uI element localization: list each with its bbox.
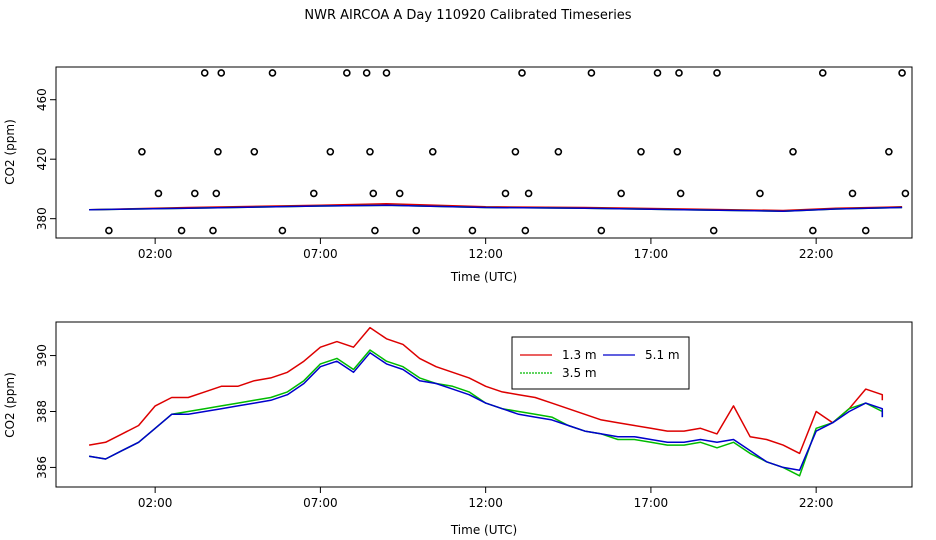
top-scatter-point xyxy=(861,226,870,235)
bottom-y-tick-label: 386 xyxy=(35,456,49,479)
top-scatter-point xyxy=(653,69,662,77)
top-scatter-point xyxy=(898,69,906,77)
top-scatter-point xyxy=(250,147,259,156)
top-scatter-point xyxy=(138,147,146,156)
bottom-panel: 02:00 07:00 12:00 17:00 22:00 386 388 390 Time… xyxy=(3,321,913,537)
top-scatter-point xyxy=(217,69,226,77)
top-scatter-point xyxy=(371,226,379,235)
top-scatter-point xyxy=(885,147,893,156)
top-scatter-point xyxy=(428,147,437,156)
top-scatter-point xyxy=(709,226,718,235)
top-series-5-1-m xyxy=(89,204,903,212)
top-scatter-point xyxy=(617,189,625,198)
top-scatter-point xyxy=(382,69,391,77)
top-scatter-point xyxy=(209,226,217,235)
top-scatter-point xyxy=(637,147,645,156)
bottom-y-axis-label: CO2 (ppm) xyxy=(3,372,17,438)
top-scatter-point xyxy=(848,189,857,198)
bottom-x-axis: 02:00 07:00 12:00 17:00 22:00 xyxy=(138,487,834,510)
bottom-series-lines xyxy=(88,326,884,477)
bottom-y-tick-label: 388 xyxy=(35,400,49,423)
top-x-tick-label: 17:00 xyxy=(634,247,669,261)
bottom-x-tick-label: 22:00 xyxy=(799,496,834,510)
top-plot-frame xyxy=(55,66,913,239)
top-x-tick-label: 22:00 xyxy=(799,247,834,261)
top-y-axis-label: CO2 (ppm) xyxy=(3,119,17,185)
top-panel: 02:00 07:00 12:00 17:00 22:00 380 420 460 Time… xyxy=(3,66,913,284)
top-x-axis: 02:00 07:00 12:00 17:00 22:00 xyxy=(138,238,834,261)
top-scatter-point xyxy=(366,147,374,156)
top-scatter-point xyxy=(412,226,421,235)
top-x-tick-label: 12:00 xyxy=(468,247,503,261)
top-scatter-point xyxy=(177,226,186,235)
top-scatter-points xyxy=(105,69,910,235)
top-scatter-point xyxy=(518,69,526,77)
top-scatter-point xyxy=(756,189,764,198)
top-scatter-point xyxy=(362,69,371,77)
top-scatter-point xyxy=(587,69,596,77)
bottom-series-1-3-m xyxy=(88,326,884,455)
top-scatter-point xyxy=(597,226,606,235)
top-scatter-point xyxy=(524,189,533,198)
top-scatter-point xyxy=(212,189,221,198)
top-scatter-point xyxy=(554,147,563,156)
top-scatter-point xyxy=(214,147,222,156)
legend-box xyxy=(511,336,690,390)
top-scatter-point xyxy=(501,189,510,198)
top-scatter-point xyxy=(278,226,287,235)
top-scatter-point xyxy=(521,226,530,235)
legend-label-3-5m: 3.5 m xyxy=(562,366,597,380)
bottom-plot-frame xyxy=(55,321,913,488)
top-scatter-point xyxy=(818,69,827,77)
top-scatter-point xyxy=(511,147,520,156)
bottom-x-axis-label: Time (UTC) xyxy=(450,523,517,537)
top-scatter-point xyxy=(789,147,797,156)
top-scatter-point xyxy=(191,189,199,198)
top-scatter-point xyxy=(713,69,721,77)
top-x-tick-label: 02:00 xyxy=(138,247,173,261)
bottom-series-5-1-m xyxy=(88,352,884,471)
top-scatter-point xyxy=(326,147,335,156)
top-x-axis-label: Time (UTC) xyxy=(450,270,517,284)
bottom-x-tick-label: 02:00 xyxy=(138,496,173,510)
bottom-y-axis: 386 388 390 xyxy=(35,344,56,479)
top-scatter-point xyxy=(309,189,318,198)
bottom-x-tick-label: 12:00 xyxy=(468,496,503,510)
top-scatter-point xyxy=(343,69,351,77)
top-series-lines xyxy=(89,203,903,212)
bottom-x-tick-label: 17:00 xyxy=(634,496,669,510)
top-scatter-point xyxy=(676,189,685,198)
top-x-tick-label: 07:00 xyxy=(303,247,338,261)
chart-title: NWR AIRCOA A Day 110920 Calibrated Times… xyxy=(304,8,632,23)
top-scatter-point xyxy=(468,226,477,235)
top-scatter-point xyxy=(105,226,113,235)
legend: 1.3 m 5.1 m 3.5 m xyxy=(511,336,690,390)
top-scatter-point xyxy=(809,226,817,235)
top-scatter-point xyxy=(395,189,404,198)
top-y-tick-label: 460 xyxy=(35,88,49,111)
top-scatter-point xyxy=(675,69,683,77)
bottom-series-3-5-m xyxy=(88,349,884,477)
top-scatter-point xyxy=(369,189,378,198)
top-scatter-point xyxy=(154,189,163,198)
top-scatter-point xyxy=(673,147,682,156)
top-y-tick-label: 380 xyxy=(35,207,49,230)
top-scatter-point xyxy=(200,69,209,77)
top-scatter-point xyxy=(901,189,910,198)
bottom-y-tick-label: 390 xyxy=(35,344,49,367)
legend-label-1-3m: 1.3 m xyxy=(562,348,597,362)
legend-label-5-1m: 5.1 m xyxy=(645,348,680,362)
top-y-tick-label: 420 xyxy=(35,148,49,171)
top-y-axis: 380 420 460 xyxy=(35,88,56,230)
top-scatter-point xyxy=(268,69,277,77)
bottom-x-tick-label: 07:00 xyxy=(303,496,338,510)
